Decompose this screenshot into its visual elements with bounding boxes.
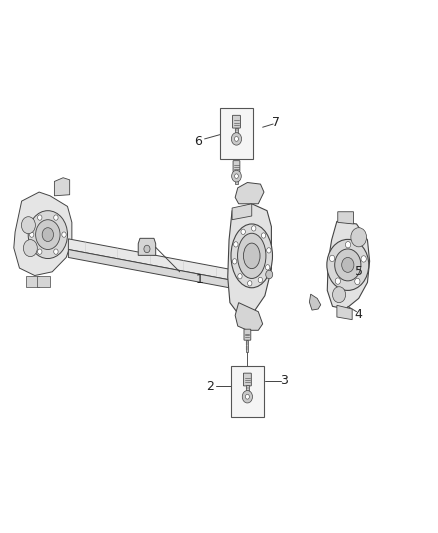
Polygon shape [228, 204, 272, 314]
Text: 3: 3 [281, 374, 289, 387]
Circle shape [54, 215, 58, 220]
Circle shape [247, 281, 252, 286]
FancyBboxPatch shape [233, 115, 240, 128]
Circle shape [28, 211, 67, 259]
Polygon shape [14, 192, 72, 276]
FancyBboxPatch shape [246, 340, 248, 352]
Circle shape [234, 242, 238, 247]
Polygon shape [232, 204, 252, 220]
Circle shape [62, 232, 66, 237]
Polygon shape [138, 238, 155, 255]
Circle shape [258, 277, 262, 282]
Circle shape [241, 229, 245, 235]
Circle shape [346, 241, 351, 248]
Ellipse shape [244, 243, 260, 269]
Circle shape [232, 170, 241, 182]
Text: 5: 5 [355, 265, 363, 278]
Polygon shape [68, 249, 232, 288]
Circle shape [233, 259, 237, 264]
Polygon shape [235, 182, 264, 204]
Circle shape [23, 240, 37, 256]
Circle shape [35, 220, 60, 249]
FancyBboxPatch shape [244, 373, 251, 386]
FancyBboxPatch shape [246, 385, 249, 400]
Circle shape [245, 394, 249, 399]
Circle shape [335, 249, 361, 281]
Circle shape [261, 233, 266, 238]
Circle shape [361, 256, 366, 262]
Circle shape [351, 228, 367, 247]
Circle shape [235, 174, 238, 179]
Circle shape [234, 136, 238, 141]
Polygon shape [235, 303, 263, 330]
Polygon shape [309, 294, 321, 310]
Circle shape [342, 257, 354, 272]
Circle shape [329, 255, 335, 262]
Circle shape [355, 278, 360, 285]
Polygon shape [54, 177, 70, 196]
Circle shape [144, 245, 150, 253]
Text: 1: 1 [195, 273, 203, 286]
Text: 6: 6 [194, 135, 202, 148]
Polygon shape [68, 239, 232, 280]
Circle shape [327, 239, 369, 290]
Circle shape [42, 228, 53, 241]
FancyBboxPatch shape [235, 171, 237, 184]
FancyBboxPatch shape [231, 366, 264, 417]
Text: 7: 7 [272, 117, 280, 130]
Circle shape [335, 278, 340, 284]
Circle shape [332, 287, 346, 303]
Circle shape [265, 265, 270, 270]
Circle shape [38, 249, 42, 254]
Circle shape [242, 391, 252, 403]
FancyBboxPatch shape [235, 127, 238, 142]
Circle shape [29, 232, 34, 237]
Ellipse shape [237, 233, 266, 278]
Circle shape [251, 226, 256, 231]
Polygon shape [337, 305, 352, 320]
Circle shape [266, 270, 273, 279]
Polygon shape [327, 221, 370, 309]
Polygon shape [26, 276, 39, 287]
Polygon shape [338, 212, 353, 224]
Text: 4: 4 [355, 308, 363, 321]
Text: 2: 2 [206, 379, 214, 393]
FancyBboxPatch shape [220, 108, 253, 159]
Circle shape [21, 217, 35, 233]
Circle shape [238, 273, 242, 279]
Circle shape [231, 133, 242, 145]
Ellipse shape [231, 224, 272, 288]
Circle shape [54, 249, 58, 254]
Polygon shape [37, 276, 50, 287]
Circle shape [267, 248, 271, 253]
FancyBboxPatch shape [233, 160, 240, 172]
FancyBboxPatch shape [244, 329, 251, 340]
Circle shape [38, 215, 42, 220]
